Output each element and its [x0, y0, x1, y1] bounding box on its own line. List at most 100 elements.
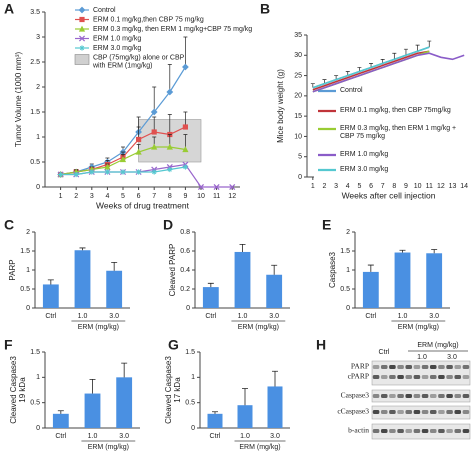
blot-band [421, 375, 429, 379]
y-tick-label: 1 [36, 374, 40, 381]
bar [106, 270, 123, 308]
x-tick-label: 11 [426, 183, 433, 190]
x-tick-label: 3.0 [429, 313, 439, 320]
row-label: b-actin [348, 426, 369, 435]
blot-band [405, 365, 413, 369]
x-tick-label: Ctrl [365, 313, 376, 320]
marker [120, 169, 126, 175]
blot-band [405, 429, 413, 433]
error-bar [152, 86, 157, 112]
marker [182, 146, 189, 153]
blot-band [380, 394, 388, 398]
marker [213, 183, 220, 191]
blot-band [429, 394, 437, 398]
panel-letter: A [4, 1, 14, 17]
blot-band [421, 394, 429, 398]
blot-band [454, 394, 462, 398]
error-bar [212, 411, 218, 414]
x-tick-label: 9 [183, 193, 187, 200]
bar [202, 287, 219, 308]
y-tick-label: 0.5 [185, 400, 195, 407]
series-line [312, 52, 465, 93]
y-tick-label: 15 [294, 113, 302, 120]
blot-panel [371, 423, 471, 440]
y-tick-label: 1 [26, 267, 30, 274]
lane-label: 1.0 [417, 354, 427, 361]
y-tick-label: 20 [294, 93, 302, 100]
bar [234, 251, 251, 308]
x-tick-label: 1 [311, 183, 315, 190]
marker [119, 156, 127, 163]
blot-band [380, 410, 388, 414]
x-tick-label: 3 [334, 183, 338, 190]
y-tick-label: 3 [36, 34, 40, 41]
y-tick-label: 0.5 [20, 286, 30, 293]
marker [151, 143, 158, 150]
error-bar [403, 48, 408, 56]
blot-band [413, 394, 421, 398]
x-tick-label: 1.0 [88, 433, 98, 440]
y-tick-label: 1.5 [30, 109, 40, 116]
x-tick-label: 7 [381, 183, 385, 190]
blot-band [462, 375, 470, 379]
blot-band [413, 375, 421, 379]
y-tick-label: 1 [36, 134, 40, 141]
blot-band [372, 365, 380, 369]
group-label: ERM (mg/kg) [417, 342, 458, 349]
x-tick-label: 1.0 [240, 433, 250, 440]
x-tick-label: Ctrl [205, 313, 216, 320]
marker [104, 163, 111, 170]
x-tick-label: 6 [369, 183, 373, 190]
marker [58, 171, 64, 178]
row-label: cPARP [348, 372, 369, 381]
blot-band [462, 410, 470, 414]
x-tick-label: 3.0 [109, 313, 119, 320]
blot-band [446, 429, 453, 433]
y-tick-label: 2 [26, 229, 30, 236]
marker [78, 25, 86, 32]
bar [237, 405, 253, 428]
blot-band [446, 365, 453, 369]
marker [151, 129, 157, 135]
marker [150, 108, 158, 116]
legend-label: Control [93, 7, 116, 14]
x-tick-label: 3.0 [270, 433, 280, 440]
blot-band [372, 429, 380, 433]
x-tick-label: 8 [392, 183, 396, 190]
bar [266, 274, 283, 308]
x-tick-label: 8 [168, 193, 172, 200]
error-bar [79, 247, 86, 251]
x-tick-label: 6 [137, 193, 141, 200]
error-bar [272, 370, 278, 387]
y-tick-label: 0 [191, 425, 195, 432]
y-tick-label: 10 [294, 133, 302, 140]
legend-label: ERM 0.1 mg/kg, then CBP 75mg/kg [340, 107, 451, 114]
blot-band [413, 410, 421, 414]
blot-band [389, 375, 396, 379]
marker [182, 164, 188, 170]
y-tick-label: 0.4 [180, 267, 190, 274]
blot-band [389, 410, 396, 414]
marker [151, 169, 157, 175]
bar [42, 284, 59, 308]
marker [166, 88, 174, 96]
legend-label: ERM 0.3 mg/kg, then ERM 1 mg/kg + CBP 75… [340, 125, 457, 140]
marker [79, 45, 85, 51]
blot-band [397, 365, 404, 369]
marker [182, 124, 188, 130]
blot-band [372, 394, 380, 398]
y-tick-label: 0.5 [340, 286, 350, 293]
row-label: PARP [351, 362, 369, 371]
x-tick-label: 4 [105, 193, 109, 200]
blot-band [462, 365, 470, 369]
y-tick-label: 0.8 [180, 229, 190, 236]
x-tick-label: 10 [414, 183, 422, 190]
marker [167, 166, 173, 173]
error-bar [271, 264, 278, 275]
marker [182, 63, 189, 71]
blot-band [421, 410, 429, 414]
x-tick-label: 1.0 [238, 313, 248, 320]
x-tick-label: 1 [59, 193, 63, 200]
y-tick-label: 2 [346, 229, 350, 236]
x-tick-label: 11 [213, 193, 220, 200]
